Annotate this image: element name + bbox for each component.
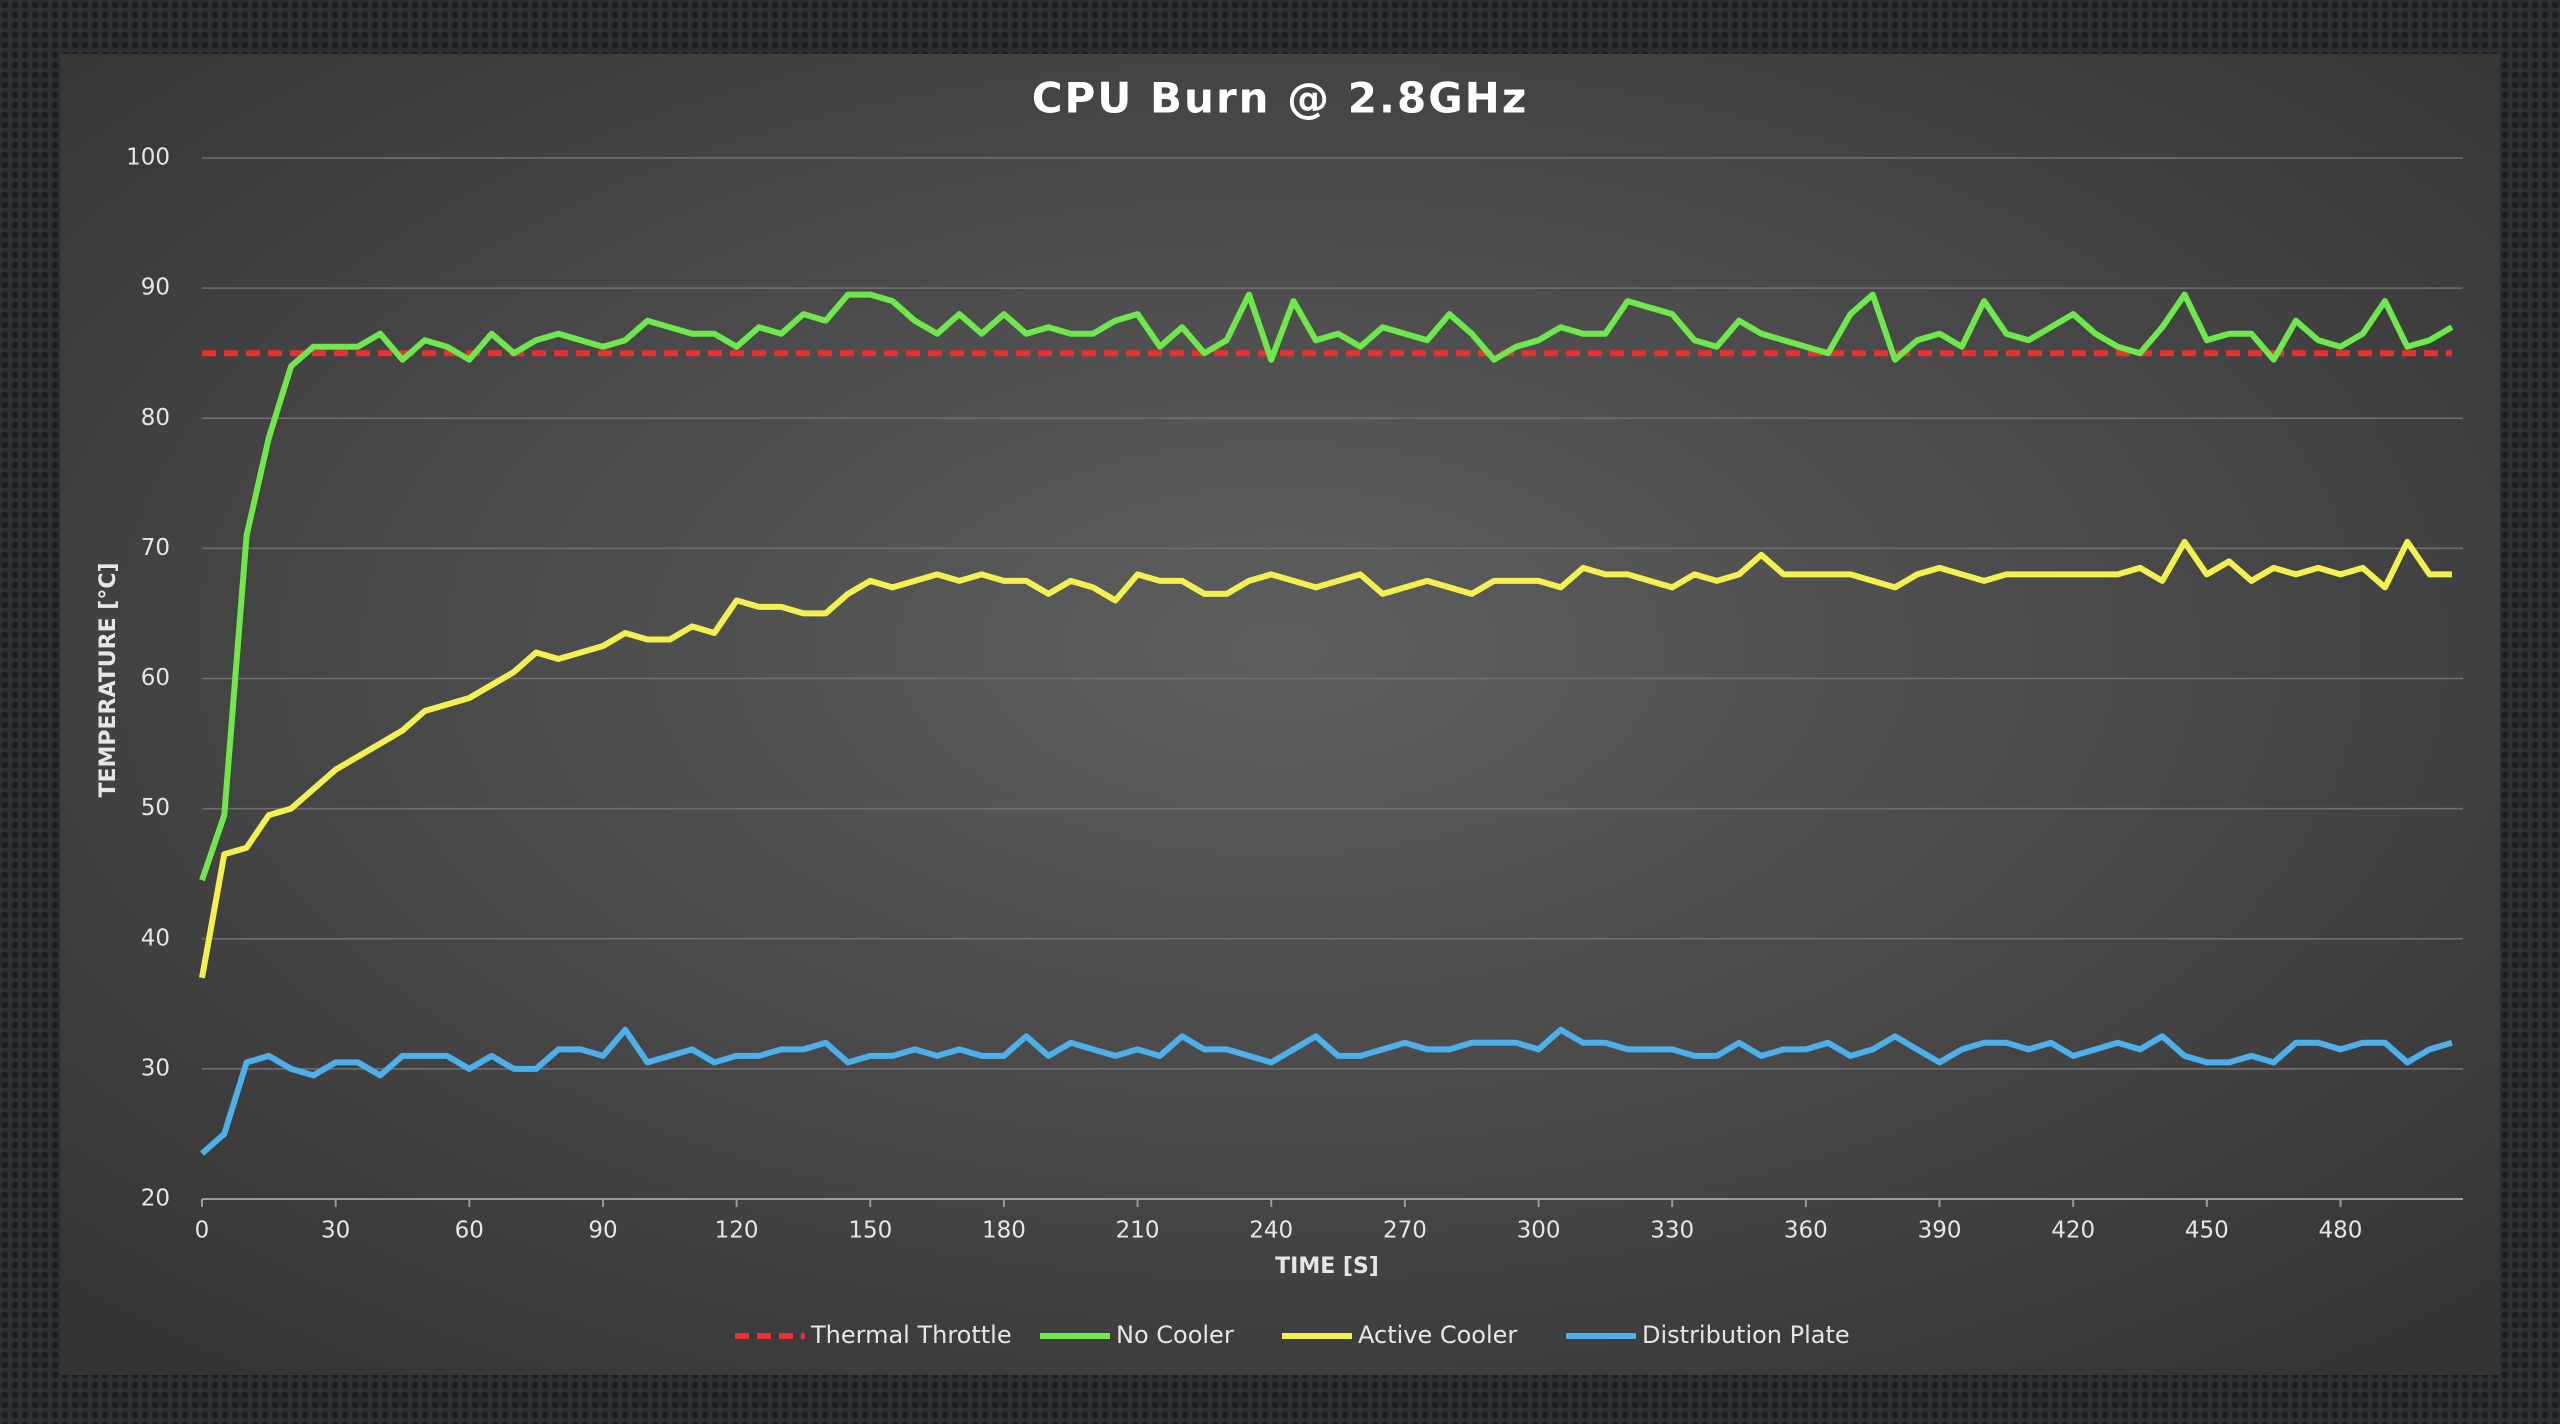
- y-tick-label: 40: [141, 925, 170, 951]
- chart-title: CPU Burn @ 2.8GHz: [1032, 74, 1529, 123]
- y-tick-label: 30: [141, 1055, 170, 1081]
- x-tick-label: 120: [715, 1218, 759, 1244]
- y-tick-label: 90: [141, 275, 170, 301]
- x-tick-label: 180: [982, 1218, 1026, 1244]
- y-tick-label: 50: [141, 795, 170, 821]
- x-tick-label: 150: [848, 1218, 892, 1244]
- y-axis-title: TEMPERATURE [°C]: [96, 562, 121, 797]
- y-tick-label: 20: [141, 1186, 170, 1212]
- legend-label: No Cooler: [1116, 1321, 1234, 1349]
- x-tick-label: 270: [1383, 1218, 1427, 1244]
- x-tick-label: 30: [321, 1218, 350, 1244]
- x-axis-title: TIME [S]: [1275, 1254, 1379, 1279]
- x-tick-label: 90: [588, 1218, 617, 1244]
- legend-label: Thermal Throttle: [810, 1321, 1012, 1349]
- x-tick-label: 210: [1116, 1218, 1160, 1244]
- x-tick-label: 0: [195, 1218, 210, 1244]
- x-tick-label: 420: [2051, 1218, 2095, 1244]
- x-tick-label: 240: [1249, 1218, 1293, 1244]
- y-tick-label: 80: [141, 405, 170, 431]
- x-tick-label: 300: [1517, 1218, 1561, 1244]
- x-tick-label: 450: [2185, 1218, 2229, 1244]
- x-tick-label: 60: [455, 1218, 484, 1244]
- legend-label: Active Cooler: [1358, 1321, 1517, 1349]
- y-tick-label: 100: [126, 145, 170, 171]
- series-line: [199, 538, 2452, 979]
- x-tick-label: 480: [2319, 1218, 2363, 1244]
- y-tick-label: 70: [141, 535, 170, 561]
- series-line: [200, 1026, 2453, 1156]
- chart-panel: [60, 54, 2500, 1375]
- y-tick-label: 60: [141, 665, 170, 691]
- x-tick-label: 330: [1650, 1218, 1694, 1244]
- x-tick-label: 360: [1784, 1218, 1828, 1244]
- x-tick-label: 390: [1918, 1218, 1962, 1244]
- series-line: [199, 291, 2454, 882]
- legend-label: Distribution Plate: [1642, 1321, 1850, 1349]
